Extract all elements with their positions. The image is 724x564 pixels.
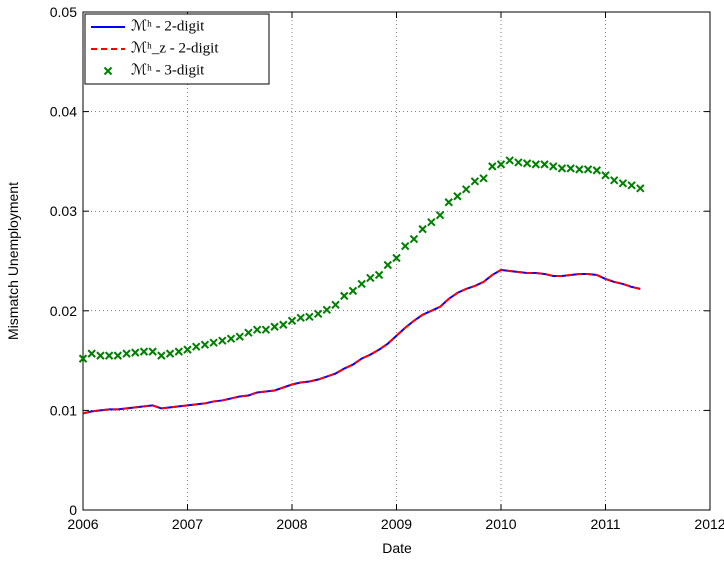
- x-tick-label: 2007: [172, 516, 203, 532]
- data-point: [540, 160, 549, 169]
- data-point: [226, 334, 236, 343]
- x-tick-label: 2011: [590, 516, 620, 532]
- data-point: [444, 198, 453, 207]
- data-point: [366, 273, 375, 283]
- data-point: [575, 165, 584, 174]
- data-point: [461, 185, 471, 194]
- data-point: [131, 348, 140, 357]
- data-point: [557, 164, 567, 173]
- y-tick-label: 0.04: [50, 104, 77, 120]
- data-point: [601, 171, 610, 180]
- data-point: [87, 349, 96, 358]
- data-point: [235, 332, 244, 341]
- legend-label: ℳʰ - 3-digit: [131, 62, 205, 78]
- x-tick-label: 2010: [485, 516, 516, 532]
- data-point: [418, 224, 427, 234]
- data-point: [392, 253, 401, 263]
- x-tick-label: 2009: [381, 516, 412, 532]
- data-point: [313, 309, 323, 318]
- data-point: [374, 270, 384, 280]
- data-point: [400, 241, 410, 251]
- data-point: [270, 322, 279, 331]
- data-point: [165, 349, 175, 358]
- data-point: [279, 320, 288, 329]
- data-point: [218, 336, 227, 345]
- x-tick-label: 2012: [694, 516, 724, 532]
- data-point: [505, 156, 514, 165]
- data-point: [287, 316, 297, 325]
- data-point: [296, 313, 305, 322]
- y-tick-label: 0.05: [50, 4, 77, 20]
- data-point: [488, 162, 497, 171]
- data-point: [174, 347, 184, 356]
- data-point: [435, 210, 445, 220]
- data-point: [209, 338, 218, 347]
- data-point: [244, 328, 253, 337]
- data-point: [104, 351, 114, 360]
- data-point: [191, 342, 201, 351]
- data-point: [453, 192, 462, 201]
- y-tick-label: 0.03: [50, 203, 77, 219]
- data-point: [479, 174, 488, 183]
- data-point: [592, 166, 602, 175]
- data-point: [139, 347, 149, 356]
- data-line: [82, 268, 641, 415]
- data-point: [409, 234, 419, 244]
- data-point: [322, 305, 332, 315]
- data-point: [549, 162, 558, 171]
- legend-marker: [103, 66, 113, 76]
- data-point: [148, 347, 157, 356]
- y-tick-label: 0: [69, 502, 77, 518]
- x-axis-label: Date: [382, 540, 412, 556]
- data-point: [522, 159, 532, 168]
- data-point: [96, 351, 105, 360]
- legend-label: ℳʰ - 2-digit: [131, 18, 205, 34]
- y-tick-label: 0.01: [50, 402, 77, 418]
- data-point: [627, 181, 636, 190]
- data-point: [636, 184, 645, 193]
- data-point: [183, 345, 192, 354]
- x-tick-label: 2006: [67, 516, 98, 532]
- data-point: [357, 279, 366, 289]
- legend-label: ℳʰ_z - 2-digit: [131, 40, 219, 56]
- data-point: [305, 312, 314, 321]
- plot-frame: [82, 11, 711, 511]
- data-point: [496, 160, 506, 169]
- data-point: [157, 351, 166, 360]
- data-point: [618, 179, 628, 188]
- data-point: [200, 340, 210, 349]
- data-point: [113, 351, 123, 360]
- y-tick-label: 0.02: [50, 303, 77, 319]
- data-point: [340, 291, 349, 301]
- data-point: [583, 165, 593, 174]
- data-point: [470, 177, 480, 186]
- data-point: [261, 325, 271, 334]
- data-point: [566, 164, 575, 173]
- data-point: [122, 349, 131, 358]
- data-line: [82, 268, 641, 415]
- data-point: [252, 325, 262, 334]
- data-point: [427, 217, 436, 227]
- legend: ℳʰ - 2-digit ℳʰ_z - 2-digit ℳʰ - 3-digit: [84, 13, 270, 85]
- data-point: [531, 160, 541, 169]
- data-point: [383, 260, 393, 270]
- data-point: [331, 300, 340, 310]
- data-point: [348, 286, 358, 296]
- data-point: [609, 176, 619, 185]
- data-point: [514, 158, 523, 167]
- x-tick-label: 2008: [276, 516, 307, 532]
- data-point: [78, 354, 88, 363]
- y-axis-label: Mismatch Unemployment: [5, 182, 21, 340]
